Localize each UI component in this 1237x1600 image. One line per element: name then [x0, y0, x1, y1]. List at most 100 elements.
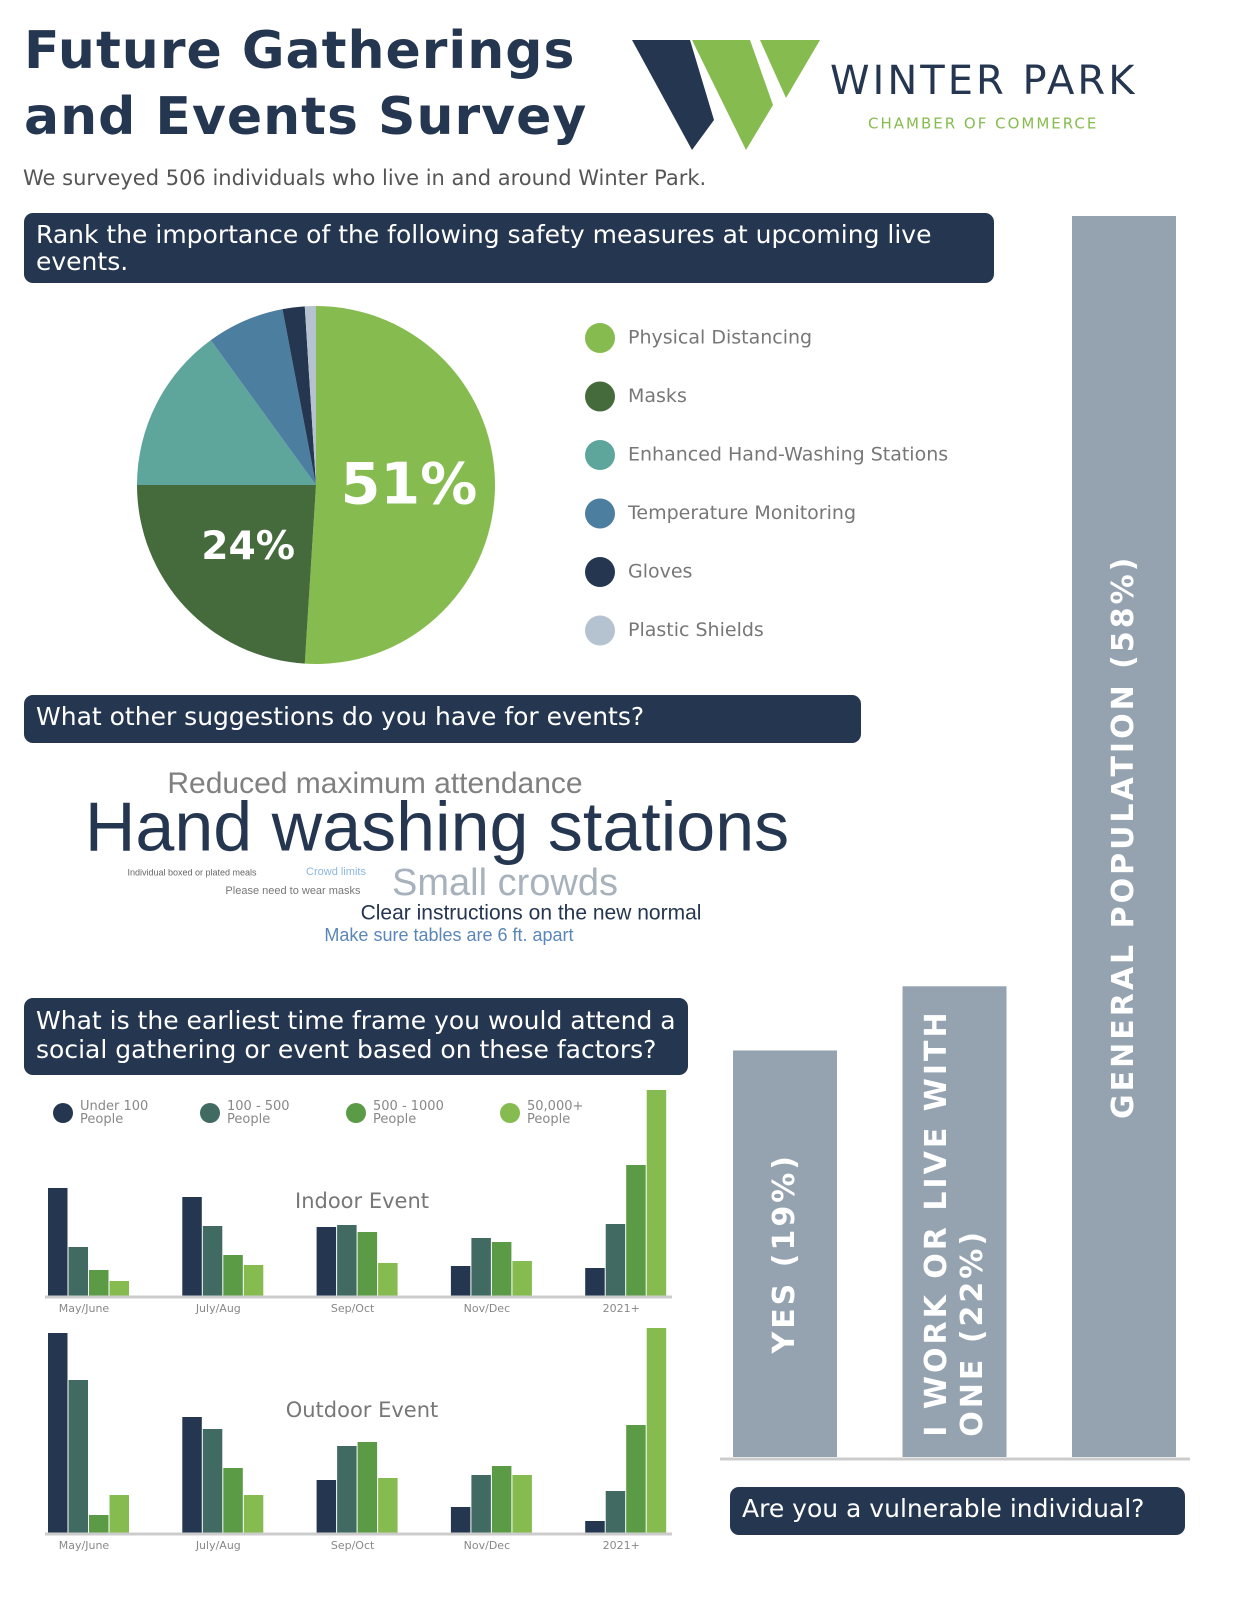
cloud-word: Make sure tables are 6 ft. apart [324, 925, 573, 945]
pie-slice [304, 306, 316, 485]
bar [223, 1468, 243, 1533]
bar [182, 1197, 202, 1296]
legend-label: Enhanced Hand-Washing Stations [628, 444, 948, 466]
bar-label: I WORK OR LIVE WITH ONE (22%) [903, 1006, 1007, 1437]
legend-swatch [585, 615, 615, 646]
bar [450, 1507, 471, 1533]
legend-label: 500 - 1000 People [373, 1099, 444, 1127]
legend-label: Temperature Monitoring [627, 502, 856, 524]
cloud-word: Small crowds [392, 862, 618, 904]
bar [491, 1466, 512, 1533]
bar [337, 1225, 357, 1296]
bar [182, 1417, 202, 1533]
bar [646, 1328, 667, 1533]
bar [471, 1238, 491, 1296]
logo-mark [760, 40, 820, 98]
logo-tagline: CHAMBER OF COMMERCE [868, 115, 1098, 133]
bar-value-label: (22%) [954, 1229, 990, 1344]
bar [626, 1165, 646, 1296]
x-tick-label: Nov/Dec [464, 1302, 510, 1315]
legend-label: Gloves [628, 561, 692, 583]
logo-name: WINTER PARK [830, 58, 1137, 104]
bar [902, 986, 1007, 1457]
cloud-word: Hand washing stations [85, 787, 789, 865]
slice-label: 24% [201, 524, 295, 569]
legend-label: Physical Distancing [628, 327, 812, 349]
section-heading: What is the earliest time frame you woul… [24, 998, 688, 1075]
legend-swatch [585, 440, 615, 470]
legend-swatch [585, 323, 615, 353]
bar [243, 1495, 264, 1533]
legend-label: Under 100 People [80, 1099, 149, 1127]
bar [585, 1268, 605, 1296]
logo-mark [692, 40, 773, 150]
legend-label: 50,000+ People [527, 1099, 584, 1127]
bar [491, 1242, 512, 1296]
bar [316, 1227, 337, 1296]
bar [357, 1232, 378, 1296]
bar [68, 1380, 88, 1533]
bar [48, 1333, 68, 1533]
cloud-word: Clear instructions on the new normal [361, 902, 702, 925]
bar [646, 1090, 667, 1296]
legend-swatch [585, 498, 615, 529]
bar [223, 1255, 243, 1296]
legend-swatch [585, 381, 615, 412]
bar [48, 1188, 68, 1296]
pie-slice [304, 306, 496, 664]
bar [357, 1442, 378, 1533]
x-tick-label: 2021+ [603, 1302, 640, 1315]
cloud-word: Reduced maximum attendance [167, 767, 582, 800]
pie-slice [282, 306, 316, 485]
bar [109, 1495, 129, 1533]
bar-category: GENERAL POPULATION [1106, 682, 1141, 1119]
bar [585, 1521, 605, 1533]
legend-swatch [200, 1103, 220, 1123]
bar [471, 1475, 491, 1533]
panel-subtitle: Indoor Event [295, 1189, 429, 1213]
x-tick-label: 2021+ [603, 1539, 640, 1552]
bar-value-label: (19%) [767, 1153, 802, 1268]
cloud-word: Individual boxed or plated meals [127, 867, 257, 877]
bar [450, 1266, 471, 1296]
bar [626, 1425, 646, 1533]
x-tick-label: May/June [59, 1539, 110, 1552]
pie-slice [210, 309, 316, 485]
bar [605, 1491, 626, 1533]
slice-label: 51% [341, 452, 478, 518]
bar [68, 1247, 88, 1296]
bar [202, 1226, 223, 1296]
x-tick-label: May/June [59, 1302, 110, 1315]
subtitle: We surveyed 506 individuals who live in … [23, 166, 707, 190]
bar [316, 1480, 337, 1533]
bar-value-label: (58%) [1106, 554, 1141, 669]
x-tick-label: July/Aug [195, 1539, 241, 1552]
legend-label: 100 - 500 People [227, 1099, 290, 1127]
bar [337, 1446, 357, 1533]
x-tick-label: Sep/Oct [331, 1539, 375, 1552]
section-heading: Rank the importance of the following saf… [24, 213, 994, 283]
logo-mark [632, 40, 714, 150]
bar [512, 1475, 532, 1533]
section-heading: Are you a vulnerable individual? [730, 1487, 1185, 1535]
legend-swatch [53, 1103, 73, 1123]
bar-category: YES [767, 1281, 802, 1354]
pie-slice [137, 340, 316, 485]
bar-label: GENERAL POPULATION (58%) [1072, 236, 1176, 1437]
bar [89, 1515, 109, 1533]
cloud-word: Please need to wear masks [225, 885, 361, 897]
bar [378, 1478, 398, 1533]
section-heading: What other suggestions do you have for e… [24, 695, 861, 743]
x-tick-label: July/Aug [195, 1302, 241, 1315]
legend-swatch [500, 1103, 520, 1123]
legend-swatch [585, 557, 615, 587]
bar [605, 1224, 626, 1296]
bar [733, 1050, 837, 1457]
legend-label: Plastic Shields [628, 619, 764, 641]
legend-label: Masks [628, 385, 687, 407]
bar [378, 1263, 398, 1296]
x-tick-label: Nov/Dec [464, 1539, 510, 1552]
bar-label: YES (19%) [733, 1070, 837, 1437]
